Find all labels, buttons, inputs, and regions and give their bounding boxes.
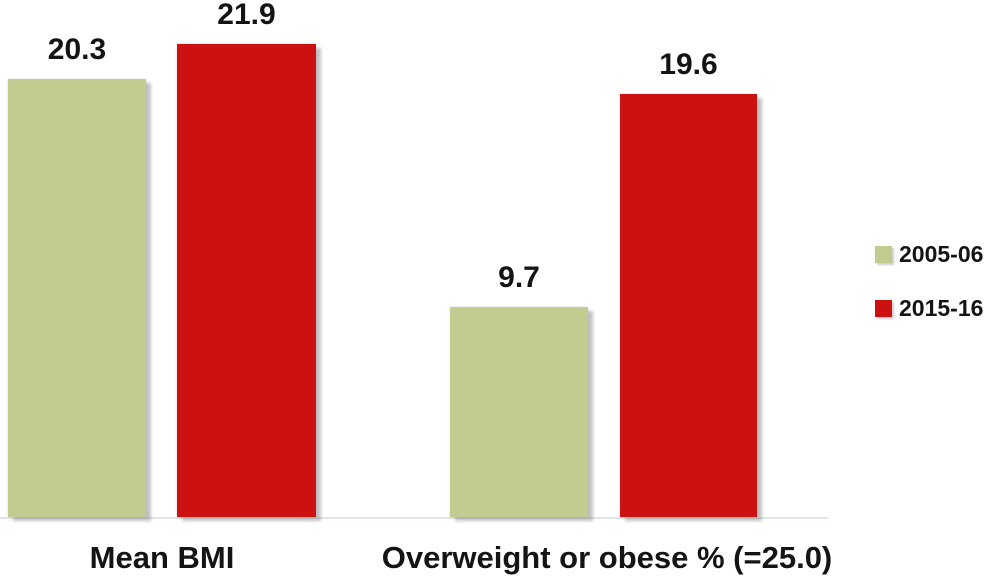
legend-item-2015-16: 2015-16: [875, 297, 983, 320]
x-axis-line: [0, 517, 828, 519]
legend-swatch-2015-16: [875, 300, 892, 317]
value-label-2015-16-overweight-or-obese-25-0: 19.6: [659, 48, 718, 81]
bar-2015-16-overweight-or-obese-25-0: [620, 94, 757, 517]
legend-item-2005-06: 2005-06: [875, 243, 983, 266]
legend-swatch-2005-06: [875, 246, 892, 263]
category-label-mean-bmi: Mean BMI: [89, 540, 235, 575]
value-label-2015-16-mean-bmi: 21.9: [217, 0, 276, 31]
legend: 2005-06 2015-16: [875, 243, 983, 320]
bar-2015-16-mean-bmi: [177, 44, 316, 517]
value-label-2005-06-mean-bmi: 20.3: [47, 33, 107, 66]
bar-2005-06-mean-bmi: [8, 79, 146, 517]
legend-label-2005-06: 2005-06: [899, 241, 984, 267]
value-label-2005-06-overweight-or-obese-25-0: 9.7: [498, 261, 540, 294]
category-label-overweight-or-obese: Overweight or obese % (=25.0): [381, 540, 833, 575]
bar-2005-06-overweight-or-obese-25-0: [450, 307, 588, 517]
legend-label-2015-16: 2015-16: [899, 295, 984, 321]
